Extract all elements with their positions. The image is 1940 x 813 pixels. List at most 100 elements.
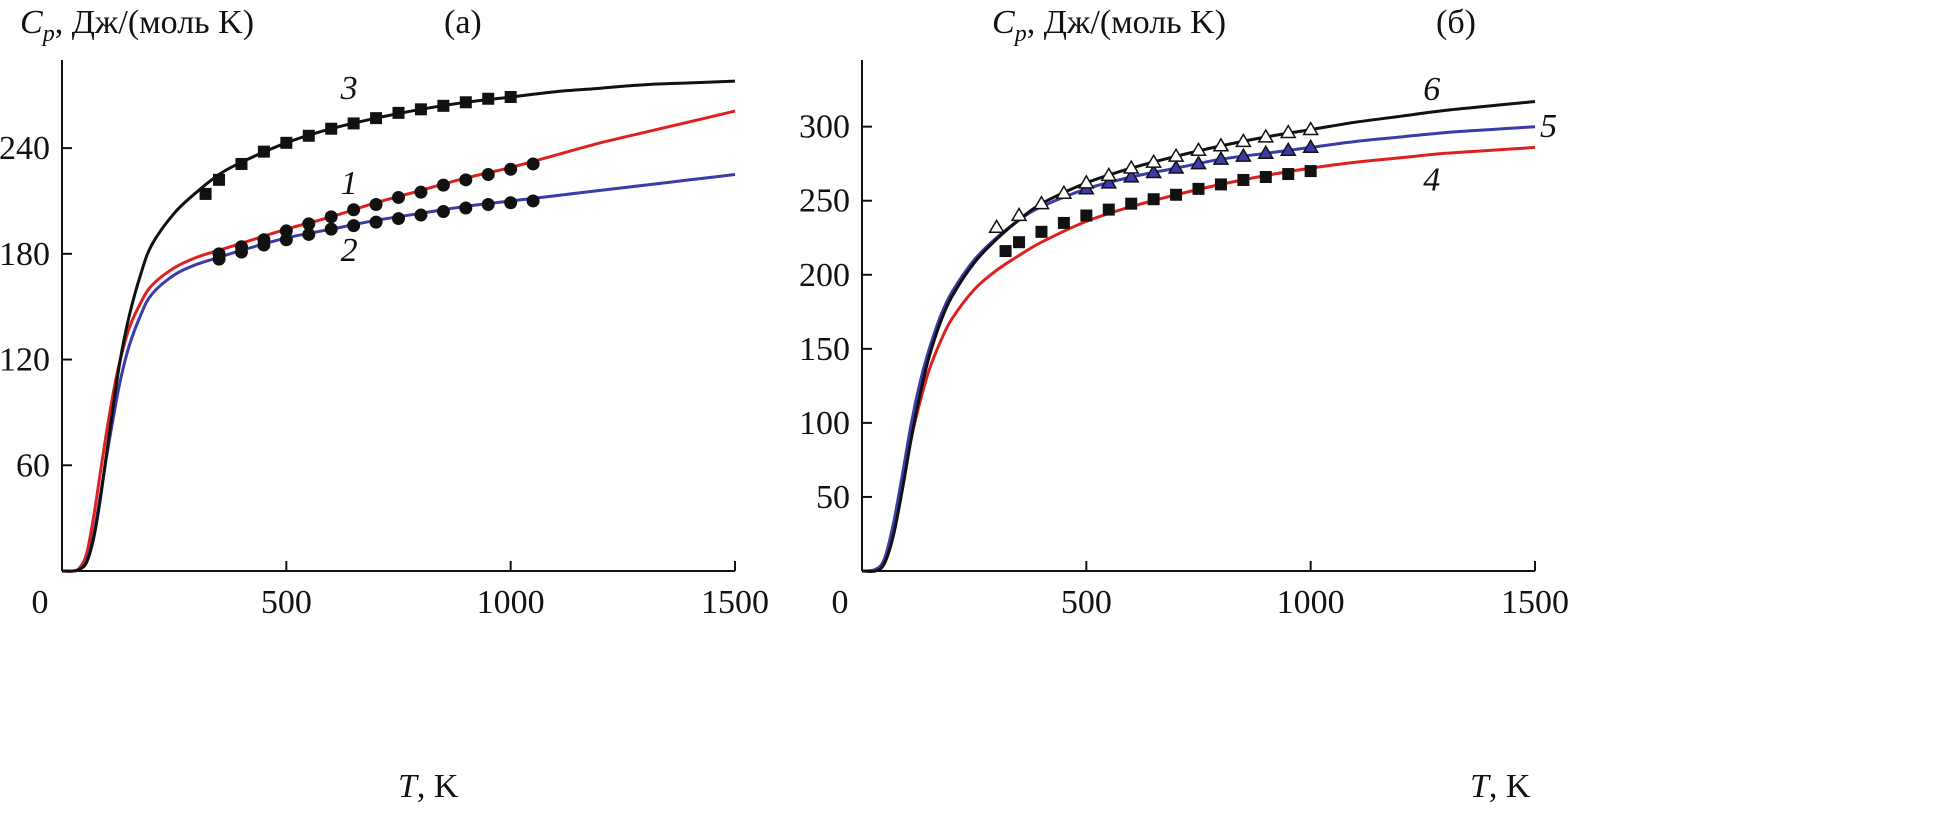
chart-panel-a: Cp, Дж/(моль K) (а) T, K 0 500 1000 1500 60 1… (0, 4, 769, 805)
data-point-5 (1279, 141, 1297, 157)
x-tick-label: 0 (32, 584, 49, 621)
data-point-1 (481, 168, 495, 182)
data-point-2 (234, 245, 248, 259)
data-point-2 (526, 194, 540, 208)
data-point-3 (414, 103, 427, 116)
data-point-3 (370, 112, 383, 125)
data-point-3 (459, 96, 472, 109)
data-point-2 (436, 205, 450, 219)
data-point-1 (414, 185, 428, 199)
data-point-5 (1122, 168, 1140, 183)
data-point-4 (1304, 165, 1317, 178)
data-point-6 (1257, 128, 1275, 143)
data-point-6 (1212, 137, 1230, 152)
y-tick-label: 180 (0, 236, 50, 273)
panel-a-curves (61, 79, 736, 573)
data-point-6 (1122, 159, 1140, 174)
series-line-3 (61, 79, 736, 573)
data-point-6 (1010, 207, 1028, 222)
y-tick-label: 60 (16, 447, 50, 484)
data-point-3 (482, 92, 495, 105)
data-point-5 (1167, 159, 1185, 174)
data-point-4 (1237, 173, 1250, 186)
x-tick-label: 1500 (701, 584, 769, 621)
data-point-3 (325, 122, 338, 135)
data-point-2 (212, 252, 226, 266)
data-point-5 (1190, 155, 1207, 170)
series-label-5: 5 (1540, 108, 1557, 145)
data-point-6 (1033, 195, 1050, 210)
y-tick-label: 150 (799, 331, 850, 368)
y-tick-label: 50 (816, 479, 850, 516)
x-tick-label: 1500 (1501, 584, 1569, 621)
data-point-1 (324, 210, 338, 224)
data-point-6 (1302, 121, 1319, 136)
data-point-1 (392, 190, 405, 204)
panel-a-ylabel: Cp, Дж/(моль K) (20, 4, 254, 47)
panel-b-markers (988, 121, 1319, 258)
data-point-3 (199, 187, 212, 200)
panel-b-ylabel: Cp, Дж/(моль K) (992, 4, 1226, 47)
panel-a-label: (а) (444, 4, 482, 41)
panel-b-curve-labels: 4 5 6 (1423, 71, 1557, 198)
data-point-5 (1100, 174, 1118, 189)
data-point-3 (235, 157, 248, 170)
data-point-4 (1192, 182, 1205, 195)
series-label-2: 2 (341, 232, 358, 269)
data-point-2 (392, 212, 405, 226)
data-point-5 (1235, 147, 1252, 162)
series-label-3: 3 (340, 70, 358, 107)
data-point-4 (1035, 225, 1048, 238)
data-point-5 (1145, 164, 1162, 179)
chart-panel-b: Cp, Дж/(моль K) (б) T, K 0 500 1000 1500 50 1… (799, 4, 1569, 805)
x-tick-label: 500 (261, 584, 312, 621)
data-point-1 (369, 197, 383, 211)
data-point-3 (347, 117, 360, 130)
y-tick-label: 300 (799, 109, 850, 146)
data-point-2 (369, 215, 383, 229)
data-point-4 (1147, 193, 1160, 206)
y-tick-label: 250 (799, 183, 850, 220)
panel-b-xlabel: T, K (1470, 768, 1531, 805)
data-point-4 (1259, 171, 1272, 184)
data-point-1 (504, 162, 518, 176)
data-point-2 (257, 238, 271, 252)
data-point-5 (1212, 150, 1230, 165)
y-tick-label: 100 (799, 405, 850, 442)
data-point-3 (302, 129, 315, 142)
data-point-1 (526, 157, 540, 171)
data-point-6 (1100, 167, 1118, 182)
data-point-2 (504, 196, 518, 210)
data-point-4 (1214, 178, 1227, 191)
data-point-3 (213, 173, 226, 186)
panel-a-markers (199, 91, 540, 266)
data-point-6 (1145, 153, 1162, 168)
data-point-6 (988, 218, 1005, 234)
data-point-6 (1078, 174, 1095, 189)
data-point-1 (302, 217, 316, 231)
data-point-3 (504, 91, 517, 104)
data-point-4 (1080, 209, 1093, 222)
panel-a-curve-labels: 1 2 3 (340, 70, 358, 269)
series-label-1: 1 (341, 165, 358, 202)
data-point-5 (1302, 138, 1319, 154)
data-point-4 (999, 245, 1012, 258)
data-point-2 (481, 197, 495, 211)
data-point-6 (1055, 184, 1073, 199)
panel-a-axes: 0 500 1000 1500 60 120 180 240 (0, 60, 769, 621)
data-point-1 (347, 203, 361, 217)
data-point-4 (1282, 168, 1295, 181)
y-tick-label: 240 (0, 130, 50, 167)
data-point-6 (1190, 141, 1207, 157)
panel-b-axes: 0 500 1000 1500 50 100 150 200 250 300 (799, 60, 1569, 621)
data-point-2 (347, 219, 361, 233)
y-tick-label: 120 (0, 342, 50, 379)
series-line-1 (61, 109, 736, 573)
data-point-6 (1279, 124, 1297, 139)
data-point-2 (414, 208, 428, 222)
data-point-2 (279, 233, 293, 247)
series-label-4: 4 (1423, 161, 1440, 198)
data-point-2 (324, 222, 338, 236)
data-point-4 (1125, 197, 1138, 210)
y-tick-label: 200 (799, 257, 850, 294)
